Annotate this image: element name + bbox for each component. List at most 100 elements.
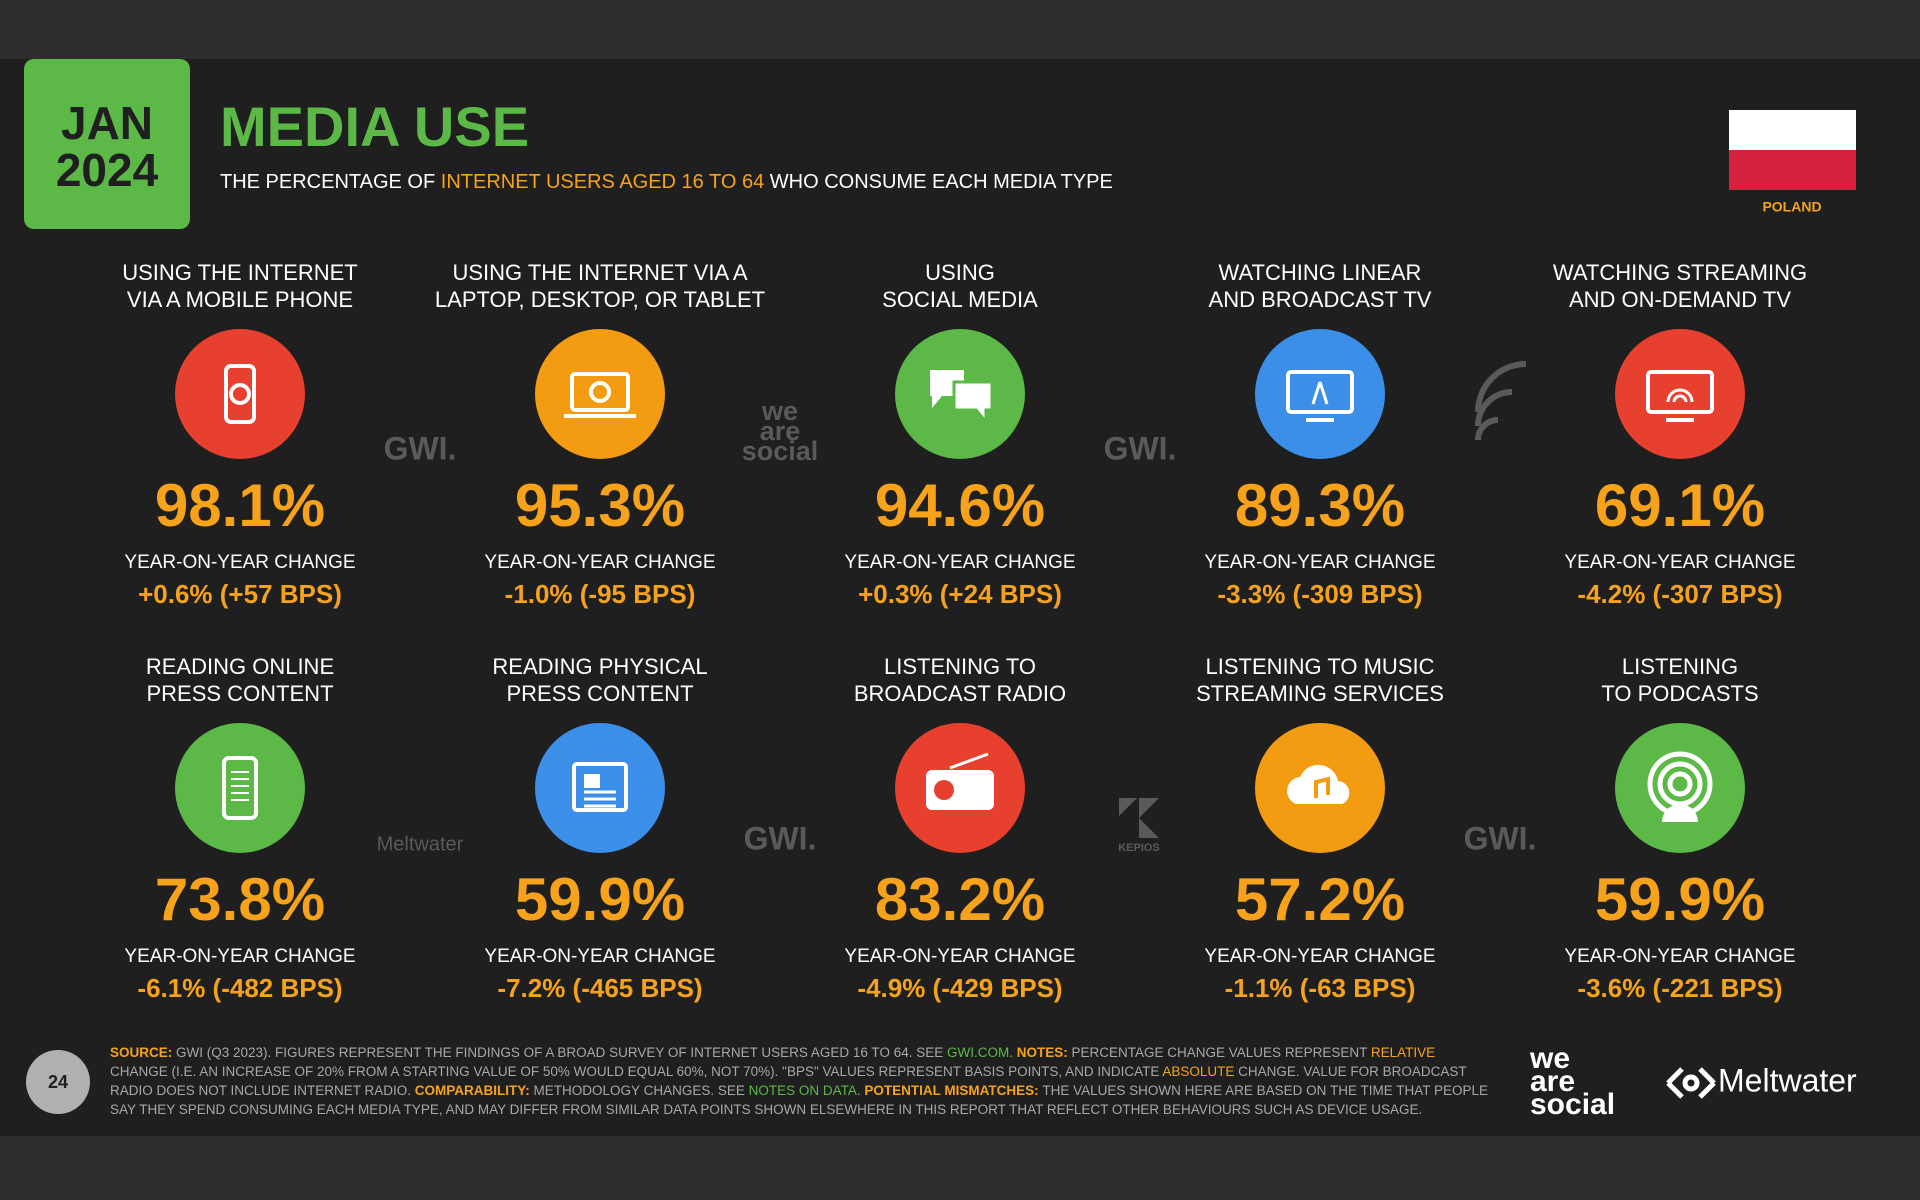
watermark: social	[742, 436, 819, 466]
change-label: YEAR-ON-YEAR CHANGE	[1564, 946, 1795, 967]
subtitle-part: WHO CONSUME EACH MEDIA TYPE	[764, 171, 1113, 193]
change-label: YEAR-ON-YEAR CHANGE	[484, 552, 715, 573]
item-value: 59.9%	[1595, 866, 1765, 933]
logo-text: we	[1529, 1042, 1570, 1075]
icon-part	[1311, 381, 1329, 405]
watermark-mark	[1475, 361, 1527, 441]
year: 2024	[56, 144, 159, 196]
item-label: USING	[925, 260, 995, 285]
icon-part	[1646, 370, 1714, 414]
item-change: -6.1% (-482 BPS)	[137, 973, 342, 1003]
watermark: GWI.	[384, 430, 457, 466]
watermark: KEPIOS	[1118, 842, 1160, 854]
item-label: WATCHING STREAMING	[1553, 260, 1807, 285]
note-part: NOTES:	[1016, 1045, 1072, 1060]
icon	[1646, 370, 1714, 422]
item-change: -4.2% (-307 BPS)	[1577, 579, 1782, 609]
item-label: VIA A MOBILE PHONE	[127, 287, 353, 312]
item-label: AND BROADCAST TV	[1209, 287, 1432, 312]
item-label: LISTENING	[1622, 654, 1738, 679]
icon-circle	[535, 329, 665, 459]
icon-circle	[1615, 723, 1745, 853]
watermark: Meltwater	[377, 833, 464, 855]
note-part: NOTES ON DATA	[748, 1083, 857, 1098]
icon-circle	[1255, 329, 1385, 459]
item-value: 73.8%	[155, 866, 325, 933]
icon-circle	[175, 723, 305, 853]
item-change: +0.3% (+24 BPS)	[858, 579, 1062, 609]
change-label: YEAR-ON-YEAR CHANGE	[484, 946, 715, 967]
item-value: 69.1%	[1595, 472, 1765, 539]
icon	[564, 372, 636, 418]
item-change: -1.1% (-63 BPS)	[1225, 973, 1416, 1003]
change-label: YEAR-ON-YEAR CHANGE	[844, 552, 1075, 573]
item-value: 98.1%	[155, 472, 325, 539]
note-part: SOURCE:	[110, 1045, 177, 1060]
note-part: GWI.COM	[946, 1045, 1010, 1060]
icon-part	[926, 770, 994, 810]
watermark: we	[761, 396, 798, 426]
item-label: USING THE INTERNET	[122, 260, 358, 285]
icon-part	[570, 372, 630, 412]
note-part: POTENTIAL MISMATCHES:	[864, 1083, 1043, 1098]
item-change: -3.6% (-221 BPS)	[1577, 973, 1782, 1003]
note-part: PERCENTAGE CHANGE VALUES REPRESENT	[1071, 1045, 1371, 1060]
change-label: YEAR-ON-YEAR CHANGE	[844, 946, 1075, 967]
item-label: USING THE INTERNET VIA A	[452, 260, 747, 285]
footer-notes: SOURCE: GWI (Q3 2023). FIGURES REPRESENT…	[110, 1043, 1490, 1119]
icon	[1286, 370, 1354, 422]
item-value: 95.3%	[515, 472, 685, 539]
item-change: +0.6% (+57 BPS)	[138, 579, 342, 609]
item-label: LISTENING TO MUSIC	[1205, 654, 1434, 679]
icon	[222, 756, 258, 820]
date-box	[24, 59, 190, 229]
item-value: 59.9%	[515, 866, 685, 933]
item-label: STREAMING SERVICES	[1196, 681, 1444, 706]
logo-text: are	[1530, 1065, 1575, 1098]
note-part: .	[856, 1083, 865, 1098]
page-badge	[26, 1050, 90, 1114]
item-change: -7.2% (-465 BPS)	[497, 973, 702, 1003]
icon-circle	[1615, 329, 1745, 459]
item-value: 89.3%	[1235, 472, 1405, 539]
watermark: GWI.	[1104, 430, 1177, 466]
meltwater-mark	[1666, 1067, 1716, 1099]
item-label: READING PHYSICAL	[492, 654, 707, 679]
note-part: METHODOLOGY CHANGES. SEE	[533, 1083, 749, 1098]
icon-part	[934, 780, 954, 800]
item-change: -4.9% (-429 BPS)	[857, 973, 1062, 1003]
icon-part	[930, 370, 964, 408]
icon	[930, 370, 994, 427]
item-label: WATCHING LINEAR	[1219, 260, 1422, 285]
item-label: LISTENING TO	[884, 654, 1036, 679]
watermark: GWI.	[744, 820, 817, 856]
note-part: RELATIVE	[1370, 1045, 1436, 1060]
icon-part	[584, 774, 600, 788]
item-label: SOCIAL MEDIA	[882, 287, 1038, 312]
icon-part	[1286, 370, 1354, 414]
bottom-bar	[0, 1136, 1920, 1200]
country: POLAND	[1762, 199, 1821, 215]
icon	[926, 752, 994, 810]
note-part: .	[1009, 1045, 1017, 1060]
note-part: THE VALUES SHOWN HERE ARE BASED ON THE T…	[110, 1083, 1488, 1117]
icon-circle	[175, 329, 305, 459]
icon	[1647, 751, 1713, 822]
icon-part	[572, 762, 628, 812]
watermark: are	[760, 416, 801, 446]
slide-bg	[0, 59, 1920, 1136]
watermark-mark	[1119, 798, 1159, 838]
icon	[224, 364, 256, 424]
item-label: TO PODCASTS	[1601, 681, 1758, 706]
item-value: 57.2%	[1235, 866, 1405, 933]
logo-text: Meltwater	[1718, 1062, 1857, 1098]
page-number: 24	[48, 1072, 68, 1092]
change-label: YEAR-ON-YEAR CHANGE	[1564, 552, 1795, 573]
item-label: PRESS CONTENT	[146, 681, 333, 706]
icon-part	[589, 381, 611, 403]
logo-text: social	[1530, 1088, 1615, 1121]
change-label: YEAR-ON-YEAR CHANGE	[124, 946, 355, 967]
title: MEDIA USE	[220, 95, 529, 158]
